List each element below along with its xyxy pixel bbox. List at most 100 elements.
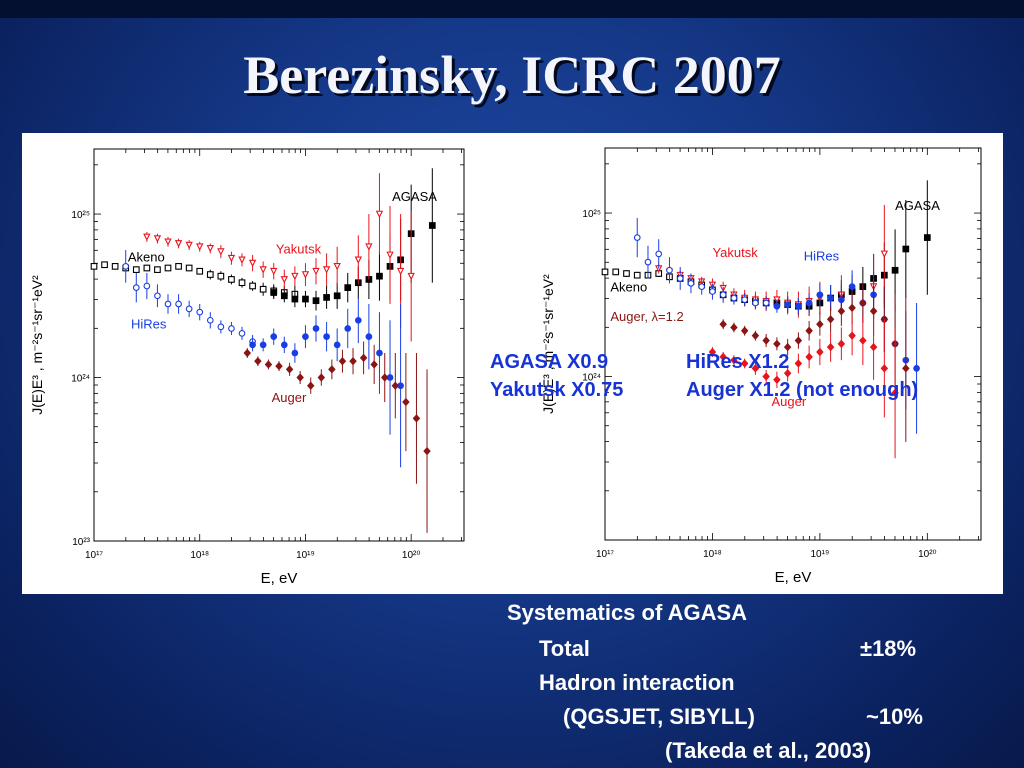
left-hires_high-point [344, 325, 352, 332]
left-auger-point [243, 348, 252, 358]
right-auger-point [740, 326, 749, 335]
right-x-tick-label: 10¹⁹ [811, 549, 830, 560]
right-auger_scaled-point [708, 347, 717, 357]
left-agasa-point [302, 295, 309, 303]
right-auger_scaled-point [837, 339, 846, 349]
right-hires_high-point [805, 299, 813, 307]
left-hires-point [175, 300, 182, 308]
left-hires-point [122, 263, 130, 270]
right-y-tick-label: 10²⁴ [582, 373, 601, 384]
right-hires_high-point [827, 294, 834, 302]
right-auger_scaled-point [826, 342, 835, 352]
left-series-hires_high [249, 297, 404, 468]
left-hires-point [132, 284, 140, 291]
left-auger-point [402, 397, 410, 407]
left-yakutsk-point [185, 241, 193, 250]
hires-scale-note: HiRes X1.2 [686, 351, 790, 373]
left-yakutsk-point [301, 271, 310, 279]
right-hires-point [709, 288, 716, 295]
total-label: Total [539, 636, 590, 661]
right-akeno-point [601, 268, 609, 276]
right-hires-point [762, 299, 770, 307]
left-yakutsk-point [238, 256, 246, 264]
right-yakutsk-point [773, 296, 781, 304]
left-yakutsk-point [259, 266, 267, 274]
right-hires_high-point [816, 291, 824, 299]
left-auger-point [285, 365, 294, 374]
left-akeno-point [154, 266, 161, 273]
left-akeno-point [196, 267, 204, 275]
scale-notes-row-2: Yakutsk X0.75 Auger X1.2 (not enough) [466, 376, 966, 404]
right-agasa-point [902, 245, 910, 253]
left-yakutsk-point [354, 256, 362, 264]
left-akeno-point [164, 264, 172, 272]
left-akeno-point [111, 263, 119, 270]
left-hires_high-point [312, 325, 320, 332]
right-auger-point [762, 336, 770, 345]
left-auger-point [359, 353, 368, 363]
right-hires-point [644, 258, 652, 266]
left-label-agasa: AGASA [392, 189, 437, 204]
right-akeno-point [612, 268, 620, 276]
left-hires_high-point [270, 333, 278, 341]
right-y-axis-label: J(E)E³ , m⁻²s⁻¹sr⁻¹eV² [540, 274, 556, 414]
right-auger-point [826, 315, 835, 324]
left-hires_high-point [280, 341, 288, 349]
right-auger_scaled-point [848, 331, 856, 340]
left-label-hires: HiRes [131, 316, 167, 331]
right-auger_scaled-point [719, 352, 727, 362]
right-auger-point [794, 336, 803, 345]
left-hires_high-point [333, 341, 341, 349]
auger-scale-note: Auger X1.2 (not enough) [686, 379, 919, 401]
left-agasa-point [376, 272, 383, 280]
systematics-heading: Systematics of AGASA [507, 600, 748, 625]
left-yakutsk-point [206, 245, 214, 253]
left-yakutsk-point [217, 248, 225, 256]
left-x-tick-label: 10²⁰ [402, 550, 420, 561]
right-hires_high-point [784, 301, 791, 308]
left-auger-point [391, 381, 400, 390]
reference-text: (Takeda et al., 2003) [665, 738, 872, 763]
left-hires_high-point [354, 316, 362, 324]
left-x-tick-label: 10¹⁹ [296, 550, 315, 561]
right-auger_scaled-point [794, 359, 803, 368]
right-hires_high-point [795, 302, 802, 310]
left-hires-point [196, 308, 204, 316]
left-auger-point [381, 373, 389, 382]
left-label-akeno: Akeno [128, 249, 165, 264]
left-agasa-point [280, 292, 288, 300]
left-yakutsk-point [174, 240, 183, 248]
left-auger-point [275, 361, 283, 371]
left-hires-point [217, 323, 225, 331]
right-hires_high-point [773, 302, 781, 310]
left-hires_high-point [323, 333, 330, 341]
left-hires_high-point [376, 349, 383, 357]
left-auger-point [328, 365, 336, 374]
top-bar [0, 0, 1024, 18]
scale-notes: AGASA X0.9 HiRes X1.2 Yakutsk X0.75 Auge… [466, 348, 966, 404]
hadron-interaction-label: Hadron interaction [539, 670, 735, 695]
left-series-auger [243, 341, 431, 533]
right-auger-point [869, 306, 878, 316]
left-hires-point [164, 300, 172, 308]
left-spectrum-chart: 10¹⁷ 10¹⁸ 10¹⁹ 10²⁰ 10²³ 10²⁴ 10²⁵ E, eV J(E)E³ … [29, 148, 465, 587]
left-akeno-point [206, 271, 214, 278]
models-value: ~10% [866, 704, 923, 729]
right-plot-frame [604, 147, 982, 541]
right-label-agasa: AGASA [895, 198, 940, 213]
right-series-auger_scaled [708, 314, 899, 459]
right-label-akeno: Akeno [610, 280, 647, 295]
left-y-axis-label: J(E)E³ , m⁻²s⁻¹sr⁻¹eV² [29, 275, 45, 415]
left-yakutsk-point [312, 267, 320, 276]
yakutsk-scale-note: Yakutsk X0.75 [490, 379, 624, 401]
left-agasa-point [323, 294, 330, 301]
right-auger_scaled-point [805, 352, 813, 362]
left-akeno-point [217, 272, 225, 280]
models-label: (QGSJET, SIBYLL) [563, 704, 755, 729]
right-hires-point [741, 296, 749, 304]
left-yakutsk-point [386, 251, 394, 259]
left-hires_high-point [259, 341, 267, 349]
right-agasa-point [891, 266, 899, 274]
right-label-auger: Auger, λ=1.2 [610, 309, 683, 324]
left-hires-point [143, 282, 151, 290]
